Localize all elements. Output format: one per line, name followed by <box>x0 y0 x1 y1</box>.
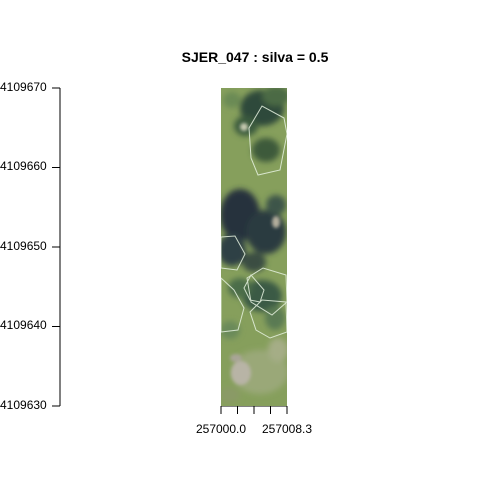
crown-outline <box>246 267 287 316</box>
y-tick-label: 4109650 <box>0 239 47 253</box>
crown-outline <box>221 235 246 271</box>
y-tick-label: 4109660 <box>0 159 47 173</box>
crown-outline <box>248 105 287 176</box>
x-tick-label: 257000.0 <box>195 422 247 436</box>
x-axis <box>220 405 288 414</box>
crown-outline <box>221 277 245 333</box>
crown-outline <box>249 299 287 339</box>
y-tick-label: 4109640 <box>0 318 47 332</box>
x-tick-label: 257008.3 <box>261 422 313 436</box>
y-tick-label: 4109630 <box>0 398 47 412</box>
y-axis <box>52 87 61 407</box>
plot-title: SJER_047 : silva = 0.5 <box>181 49 329 65</box>
crown-outline <box>243 274 265 303</box>
y-tick-label: 4109670 <box>0 80 47 94</box>
crown-outlines <box>221 105 287 339</box>
aerial-image <box>221 88 287 406</box>
